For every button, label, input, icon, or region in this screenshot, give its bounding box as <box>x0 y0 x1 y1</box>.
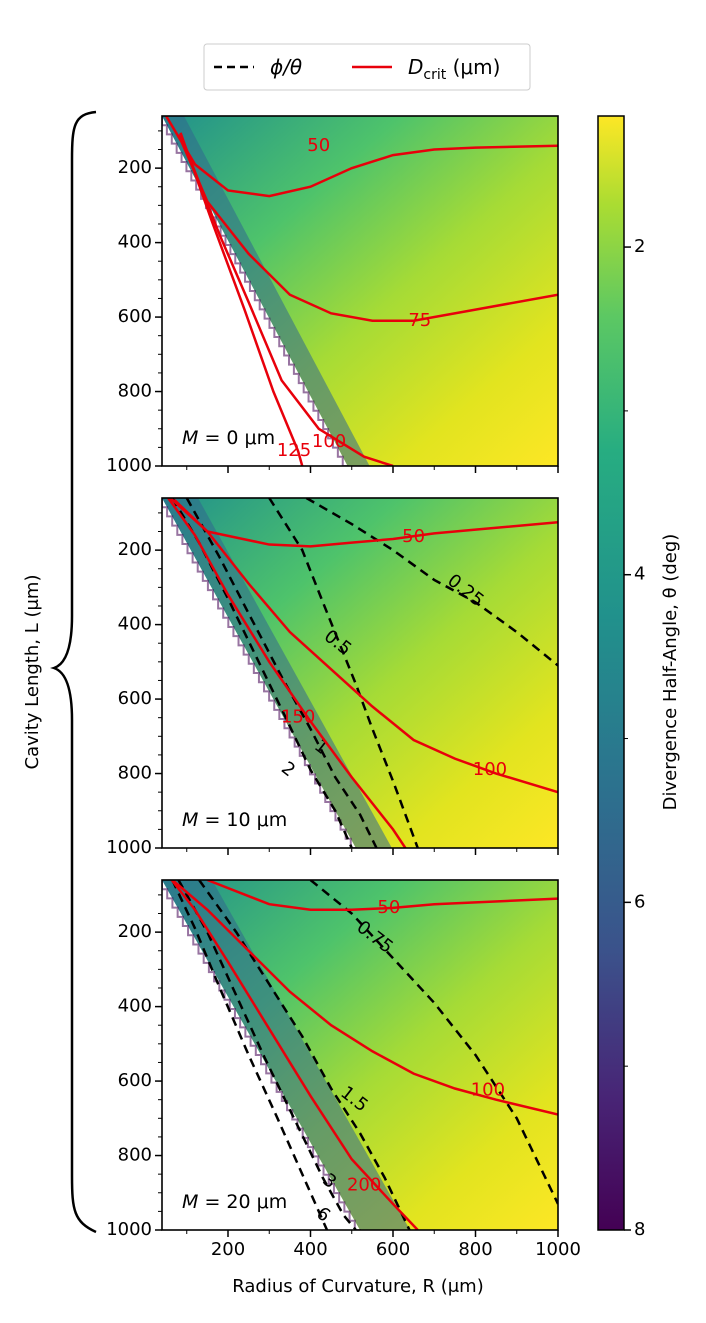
panel-label-rest: = 10 μm <box>198 809 287 831</box>
phi-theta-contour-1.5 <box>198 880 411 1230</box>
y-tick-label: 200 <box>118 539 152 560</box>
panel-label-rest: = 0 μm <box>198 427 275 449</box>
phi-theta-contour-1 <box>185 498 378 848</box>
dcrit-contour-100 <box>170 880 558 1116</box>
panel-label: M = 10 μm <box>182 809 287 831</box>
dcrit-contour-100 <box>181 139 394 466</box>
phi-theta-contour-0.25 <box>305 498 558 667</box>
colorbar: 2 4 6 8 Divergence Half-Angle, θ (deg) <box>597 115 681 1240</box>
y-tick-label: 400 <box>118 232 152 253</box>
x-tick-label: 800 <box>458 1239 492 1260</box>
colorbar-tick-label: 2 <box>634 236 645 257</box>
legend-dcrit-symbol: D <box>408 55 423 79</box>
y-tick-label: 200 <box>118 157 152 178</box>
y-tick-label: 800 <box>118 381 152 402</box>
colorbar-tick-label: 6 <box>634 891 645 912</box>
dcrit-contour-50 <box>169 498 558 548</box>
dcrit-label-50: 50 <box>307 135 330 156</box>
panel-label-var: M <box>182 427 198 449</box>
phi-theta-contour-0.75 <box>309 880 558 1205</box>
boundary-edge <box>162 116 349 466</box>
panel-label-rest: = 20 μm <box>198 1191 287 1213</box>
dcrit-label-125: 125 <box>277 440 311 461</box>
y-tick-label: 800 <box>118 763 152 784</box>
y-tick-label: 400 <box>118 614 152 635</box>
boundary-band <box>162 116 370 466</box>
x-tick-label: 600 <box>376 1239 410 1260</box>
dcrit-label-150: 150 <box>281 707 315 728</box>
colorbar-tick-label: 8 <box>634 1219 645 1240</box>
colorbar-gradient <box>597 115 625 1231</box>
legend-dcrit-label: Dcrit (μm) <box>408 55 500 83</box>
dcrit-label-75: 75 <box>408 310 431 331</box>
panel-label: M = 20 μm <box>182 1191 287 1213</box>
x-tick-label: 1000 <box>535 1239 581 1260</box>
dcrit-contour-100 <box>173 498 558 794</box>
valid-region <box>162 116 558 466</box>
y-tick-label: 600 <box>118 688 152 709</box>
panel-frame <box>161 497 559 849</box>
y-tick-label: 200 <box>118 921 152 942</box>
legend-phi-theta-label: ϕ/θ <box>270 55 302 79</box>
boundary-edge <box>162 880 361 1230</box>
dcrit-label-100: 100 <box>471 1079 505 1100</box>
dcrit-label-200: 200 <box>347 1174 381 1195</box>
y-tick-label: 1000 <box>106 455 152 476</box>
dcrit-contour-50 <box>206 880 558 912</box>
panel-label-var: M <box>182 1191 198 1213</box>
phi-theta-label-2: 2 <box>277 758 299 782</box>
phi-theta-contour-3 <box>177 880 357 1230</box>
dcrit-label-50: 50 <box>377 897 400 918</box>
dcrit-contour-200 <box>170 880 419 1230</box>
legend-dcrit-subscript: crit <box>423 67 446 83</box>
panel-frame <box>161 879 559 1231</box>
y-tick-label: 1000 <box>106 837 152 858</box>
phi-theta-contour-0.5 <box>268 498 419 848</box>
dcrit-label-100: 100 <box>473 759 507 780</box>
colorbar-ticks: 2 4 6 8 <box>624 236 645 1240</box>
dcrit-label-100: 100 <box>312 431 346 452</box>
y-tick-label: 1000 <box>106 1219 152 1240</box>
phi-theta-label-6: 6 <box>312 1203 334 1227</box>
panel-label-var: M <box>182 809 198 831</box>
phi-theta-contour-6 <box>171 880 329 1230</box>
shared-xlabel: Radius of Curvature, R (μm) <box>232 1276 483 1297</box>
x-tick-label: 200 <box>211 1239 245 1260</box>
legend: ϕ/θ Dcrit (μm) <box>203 43 531 91</box>
panel-label: M = 0 μm <box>182 427 275 449</box>
y-tick-label: 800 <box>118 1145 152 1166</box>
legend-dcrit-unit: (μm) <box>446 55 500 79</box>
panel-frame <box>161 115 559 467</box>
dcrit-contour-75 <box>177 134 558 323</box>
dcrit-contour-50 <box>165 116 558 198</box>
y-brace <box>50 110 97 1234</box>
y-tick-label: 600 <box>118 1070 152 1091</box>
y-tick-label: 600 <box>118 306 152 327</box>
x-tick-label: 400 <box>293 1239 327 1260</box>
dcrit-contour-150 <box>167 498 407 848</box>
colorbar-tick-label: 4 <box>634 564 645 585</box>
y-tick-label: 400 <box>118 996 152 1017</box>
colorbar-label: Divergence Half-Angle, θ (deg) <box>660 534 681 811</box>
dcrit-label-50: 50 <box>402 526 425 547</box>
dcrit-contour-125 <box>179 132 304 466</box>
shared-ylabel: Cavity Length, L (μm) <box>22 575 43 770</box>
